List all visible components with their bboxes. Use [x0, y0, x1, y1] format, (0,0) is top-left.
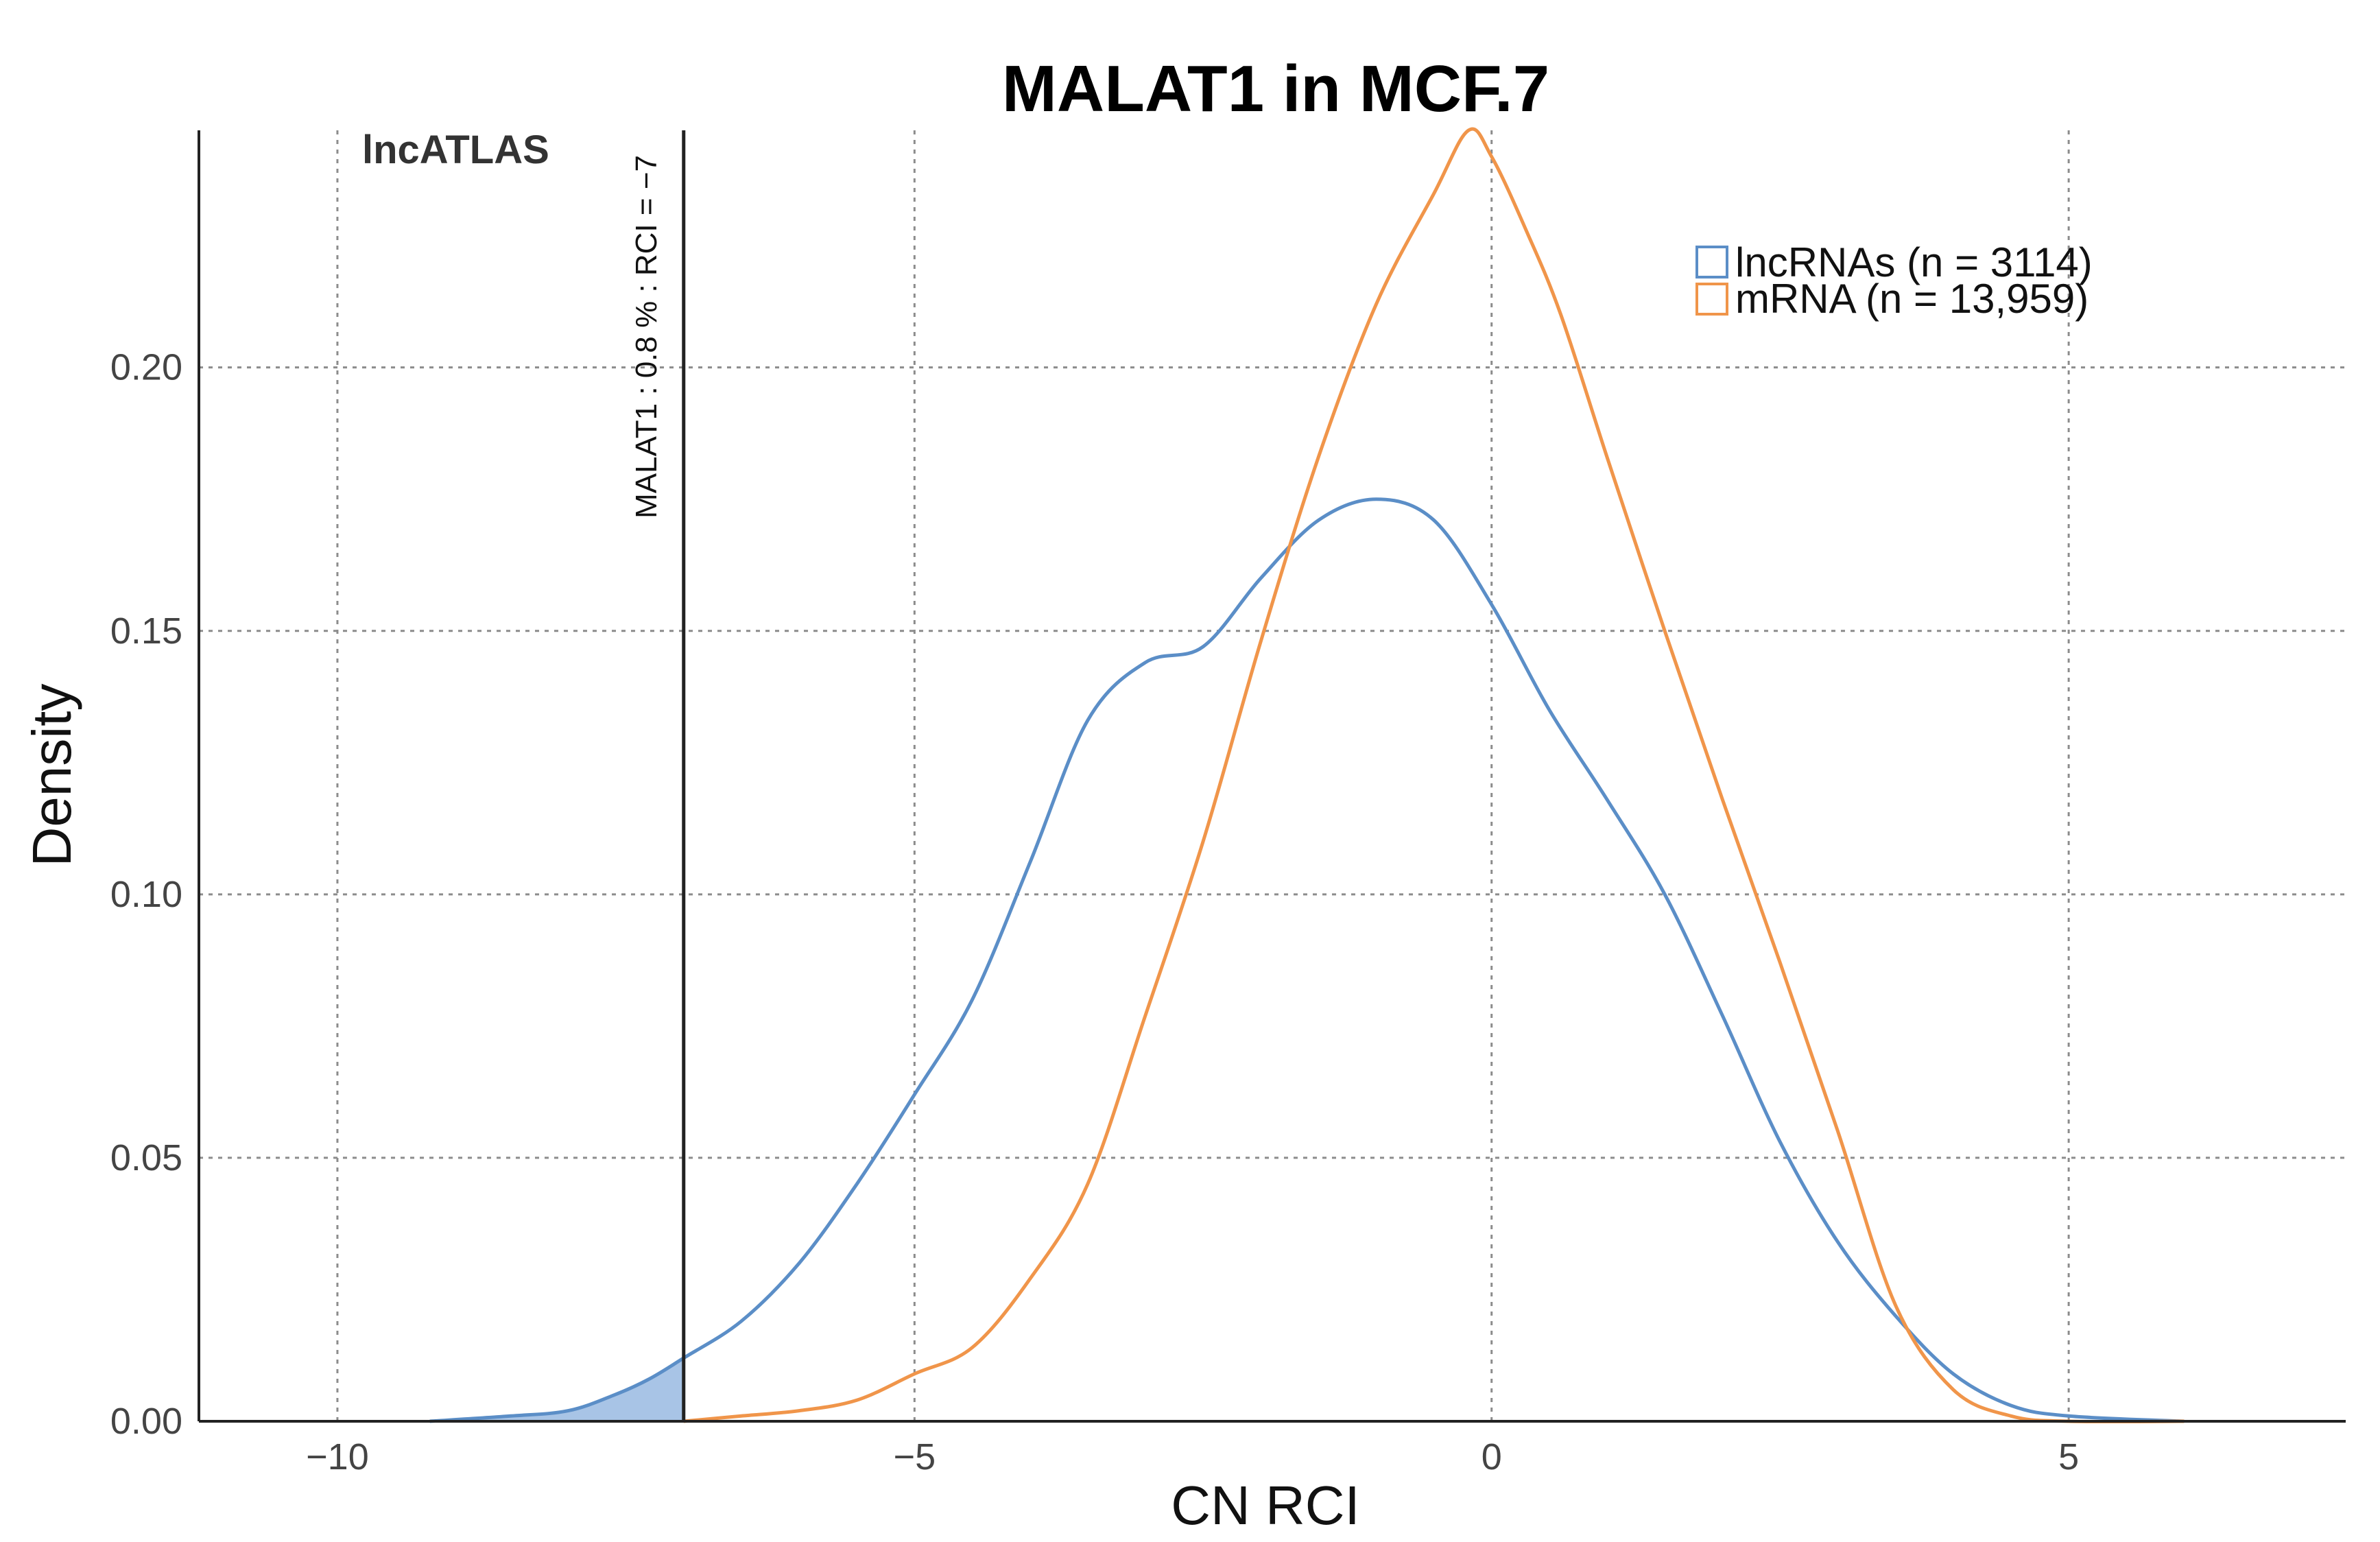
- x-tick-label: 0: [1481, 1436, 1502, 1478]
- y-tick-label: 0.15: [110, 610, 182, 652]
- legend-swatch-lncrna: [1695, 246, 1728, 278]
- legend: lncRNAs (n = 3114) mRNA (n = 13,959): [1695, 239, 2093, 322]
- y-tick-label: 0.10: [110, 874, 182, 915]
- chart-title: MALAT1 in MCF.7: [1002, 52, 1549, 126]
- x-tick-label: −10: [306, 1436, 369, 1478]
- mrna-density-line: [683, 127, 2185, 1424]
- y-tick-label: 0.20: [110, 347, 182, 388]
- legend-swatch-mrna: [1695, 283, 1728, 316]
- lncrna-tail-shaded-area: [429, 1357, 684, 1421]
- legend-label-lncrna: lncRNAs (n = 3114): [1735, 239, 2093, 285]
- x-axis-label: CN RCI: [1171, 1475, 1360, 1536]
- malat1-marker-label: MALAT1 : 0.8 % : RCI = −7: [630, 155, 663, 519]
- vertical-grid: [336, 130, 2070, 1421]
- y-tick-label: 0.00: [110, 1401, 182, 1442]
- y-tick-label: 0.05: [110, 1137, 182, 1178]
- lncrna-density-line: [429, 497, 2185, 1423]
- y-axis-label: Density: [21, 684, 82, 867]
- x-tick-label: −5: [894, 1436, 936, 1478]
- legend-label-mrna: mRNA (n = 13,959): [1735, 276, 2089, 322]
- y-tick-labels: 0.00 0.05 0.10 0.15 0.20: [110, 347, 182, 1442]
- x-tick-label: 5: [2058, 1436, 2079, 1478]
- horizontal-grid: [199, 366, 2346, 1159]
- x-tick-labels: −10 −5 0 5: [306, 1436, 2079, 1478]
- source-label: lncATLAS: [362, 128, 549, 172]
